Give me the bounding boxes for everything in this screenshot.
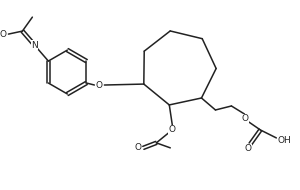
Text: O: O — [242, 114, 249, 124]
Text: O: O — [0, 30, 7, 39]
Text: O: O — [245, 144, 252, 153]
Text: O: O — [169, 125, 176, 134]
Text: O: O — [135, 143, 142, 152]
Text: O: O — [96, 81, 103, 89]
Text: N: N — [31, 41, 38, 50]
Text: OH: OH — [278, 136, 291, 145]
